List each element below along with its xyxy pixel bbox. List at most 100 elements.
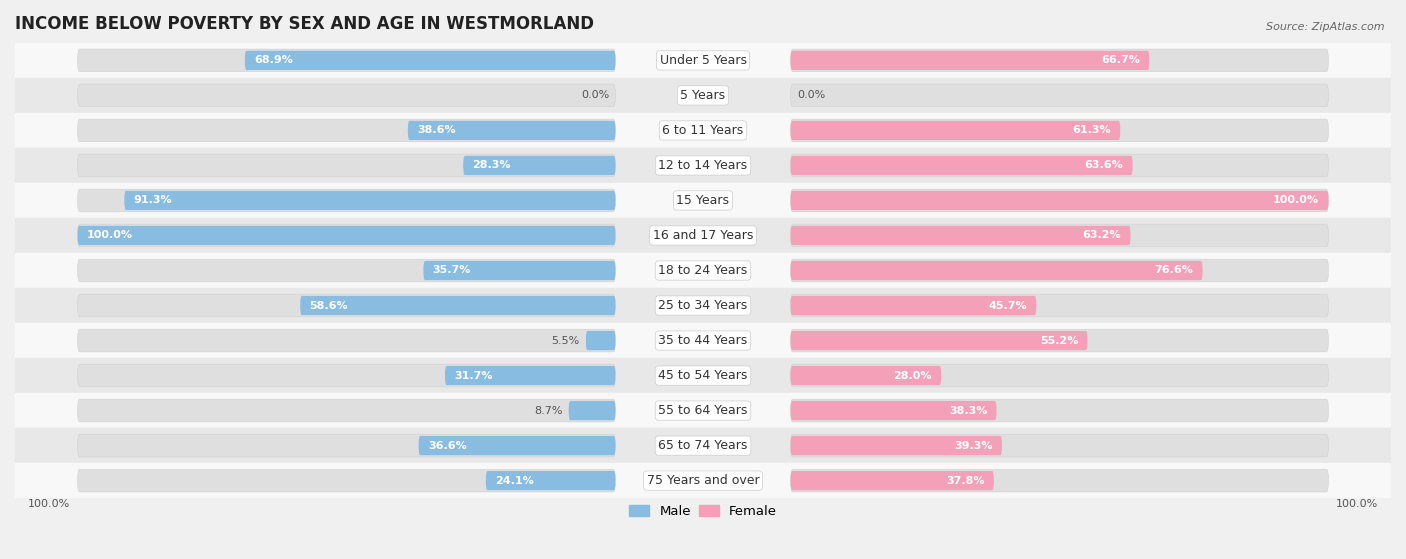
- Text: 37.8%: 37.8%: [946, 476, 984, 486]
- FancyBboxPatch shape: [790, 366, 941, 385]
- FancyBboxPatch shape: [790, 51, 1149, 70]
- FancyBboxPatch shape: [77, 49, 616, 72]
- Text: 0.0%: 0.0%: [797, 91, 825, 101]
- Text: 25 to 34 Years: 25 to 34 Years: [658, 299, 748, 312]
- FancyBboxPatch shape: [586, 331, 616, 350]
- Legend: Male, Female: Male, Female: [624, 500, 782, 523]
- Text: 66.7%: 66.7%: [1101, 55, 1140, 65]
- FancyBboxPatch shape: [790, 154, 1329, 177]
- FancyBboxPatch shape: [790, 331, 1087, 350]
- Text: 45.7%: 45.7%: [988, 301, 1026, 310]
- Bar: [15, 78, 1391, 113]
- Text: 15 Years: 15 Years: [676, 194, 730, 207]
- FancyBboxPatch shape: [790, 119, 1329, 142]
- Text: 100.0%: 100.0%: [28, 499, 70, 509]
- FancyBboxPatch shape: [790, 296, 1036, 315]
- FancyBboxPatch shape: [77, 189, 616, 212]
- FancyBboxPatch shape: [77, 294, 616, 317]
- Text: 5 Years: 5 Years: [681, 89, 725, 102]
- Text: 24.1%: 24.1%: [495, 476, 534, 486]
- Text: 63.2%: 63.2%: [1083, 230, 1121, 240]
- Text: 38.3%: 38.3%: [949, 406, 987, 415]
- Text: 38.6%: 38.6%: [418, 125, 456, 135]
- Text: 65 to 74 Years: 65 to 74 Years: [658, 439, 748, 452]
- FancyBboxPatch shape: [419, 436, 616, 455]
- FancyBboxPatch shape: [790, 84, 1329, 107]
- FancyBboxPatch shape: [245, 51, 616, 70]
- FancyBboxPatch shape: [790, 434, 1329, 457]
- FancyBboxPatch shape: [790, 399, 1329, 422]
- FancyBboxPatch shape: [790, 259, 1329, 282]
- FancyBboxPatch shape: [790, 224, 1329, 247]
- Bar: [15, 113, 1391, 148]
- Text: 28.0%: 28.0%: [893, 371, 932, 381]
- Text: 68.9%: 68.9%: [254, 55, 292, 65]
- FancyBboxPatch shape: [790, 364, 1329, 387]
- FancyBboxPatch shape: [423, 261, 616, 280]
- FancyBboxPatch shape: [790, 121, 1121, 140]
- Text: 16 and 17 Years: 16 and 17 Years: [652, 229, 754, 242]
- Bar: [15, 288, 1391, 323]
- Text: Source: ZipAtlas.com: Source: ZipAtlas.com: [1267, 22, 1385, 32]
- Text: 76.6%: 76.6%: [1154, 266, 1194, 276]
- FancyBboxPatch shape: [790, 401, 997, 420]
- FancyBboxPatch shape: [77, 84, 616, 107]
- FancyBboxPatch shape: [790, 294, 1329, 317]
- Bar: [15, 393, 1391, 428]
- Text: 45 to 54 Years: 45 to 54 Years: [658, 369, 748, 382]
- FancyBboxPatch shape: [124, 191, 616, 210]
- Text: 61.3%: 61.3%: [1073, 125, 1111, 135]
- FancyBboxPatch shape: [790, 329, 1329, 352]
- Bar: [15, 43, 1391, 78]
- FancyBboxPatch shape: [408, 121, 616, 140]
- FancyBboxPatch shape: [486, 471, 616, 490]
- Bar: [15, 463, 1391, 498]
- Text: 55 to 64 Years: 55 to 64 Years: [658, 404, 748, 417]
- FancyBboxPatch shape: [463, 156, 616, 175]
- Text: 35 to 44 Years: 35 to 44 Years: [658, 334, 748, 347]
- FancyBboxPatch shape: [568, 401, 616, 420]
- Text: 6 to 11 Years: 6 to 11 Years: [662, 124, 744, 137]
- FancyBboxPatch shape: [77, 364, 616, 387]
- FancyBboxPatch shape: [77, 329, 616, 352]
- Text: 31.7%: 31.7%: [454, 371, 494, 381]
- Text: 8.7%: 8.7%: [534, 406, 562, 415]
- FancyBboxPatch shape: [77, 226, 616, 245]
- FancyBboxPatch shape: [77, 399, 616, 422]
- FancyBboxPatch shape: [790, 156, 1133, 175]
- FancyBboxPatch shape: [77, 154, 616, 177]
- Bar: [15, 218, 1391, 253]
- Text: Under 5 Years: Under 5 Years: [659, 54, 747, 67]
- FancyBboxPatch shape: [444, 366, 616, 385]
- Text: 5.5%: 5.5%: [551, 335, 579, 345]
- FancyBboxPatch shape: [301, 296, 616, 315]
- FancyBboxPatch shape: [77, 469, 616, 492]
- FancyBboxPatch shape: [790, 261, 1202, 280]
- Text: 63.6%: 63.6%: [1084, 160, 1123, 170]
- FancyBboxPatch shape: [77, 259, 616, 282]
- Bar: [15, 183, 1391, 218]
- Text: 36.6%: 36.6%: [427, 440, 467, 451]
- FancyBboxPatch shape: [77, 434, 616, 457]
- Text: 100.0%: 100.0%: [1272, 196, 1319, 206]
- Bar: [15, 358, 1391, 393]
- Text: 39.3%: 39.3%: [955, 440, 993, 451]
- Text: INCOME BELOW POVERTY BY SEX AND AGE IN WESTMORLAND: INCOME BELOW POVERTY BY SEX AND AGE IN W…: [15, 15, 593, 33]
- Bar: [15, 428, 1391, 463]
- FancyBboxPatch shape: [77, 224, 616, 247]
- Text: 100.0%: 100.0%: [1336, 499, 1378, 509]
- Bar: [15, 323, 1391, 358]
- FancyBboxPatch shape: [790, 191, 1329, 210]
- Text: 28.3%: 28.3%: [472, 160, 512, 170]
- Text: 18 to 24 Years: 18 to 24 Years: [658, 264, 748, 277]
- Text: 12 to 14 Years: 12 to 14 Years: [658, 159, 748, 172]
- Text: 58.6%: 58.6%: [309, 301, 349, 310]
- Text: 91.3%: 91.3%: [134, 196, 173, 206]
- FancyBboxPatch shape: [790, 471, 994, 490]
- FancyBboxPatch shape: [790, 226, 1130, 245]
- Text: 75 Years and over: 75 Years and over: [647, 474, 759, 487]
- Bar: [15, 253, 1391, 288]
- FancyBboxPatch shape: [790, 49, 1329, 72]
- Text: 100.0%: 100.0%: [87, 230, 134, 240]
- FancyBboxPatch shape: [790, 436, 1002, 455]
